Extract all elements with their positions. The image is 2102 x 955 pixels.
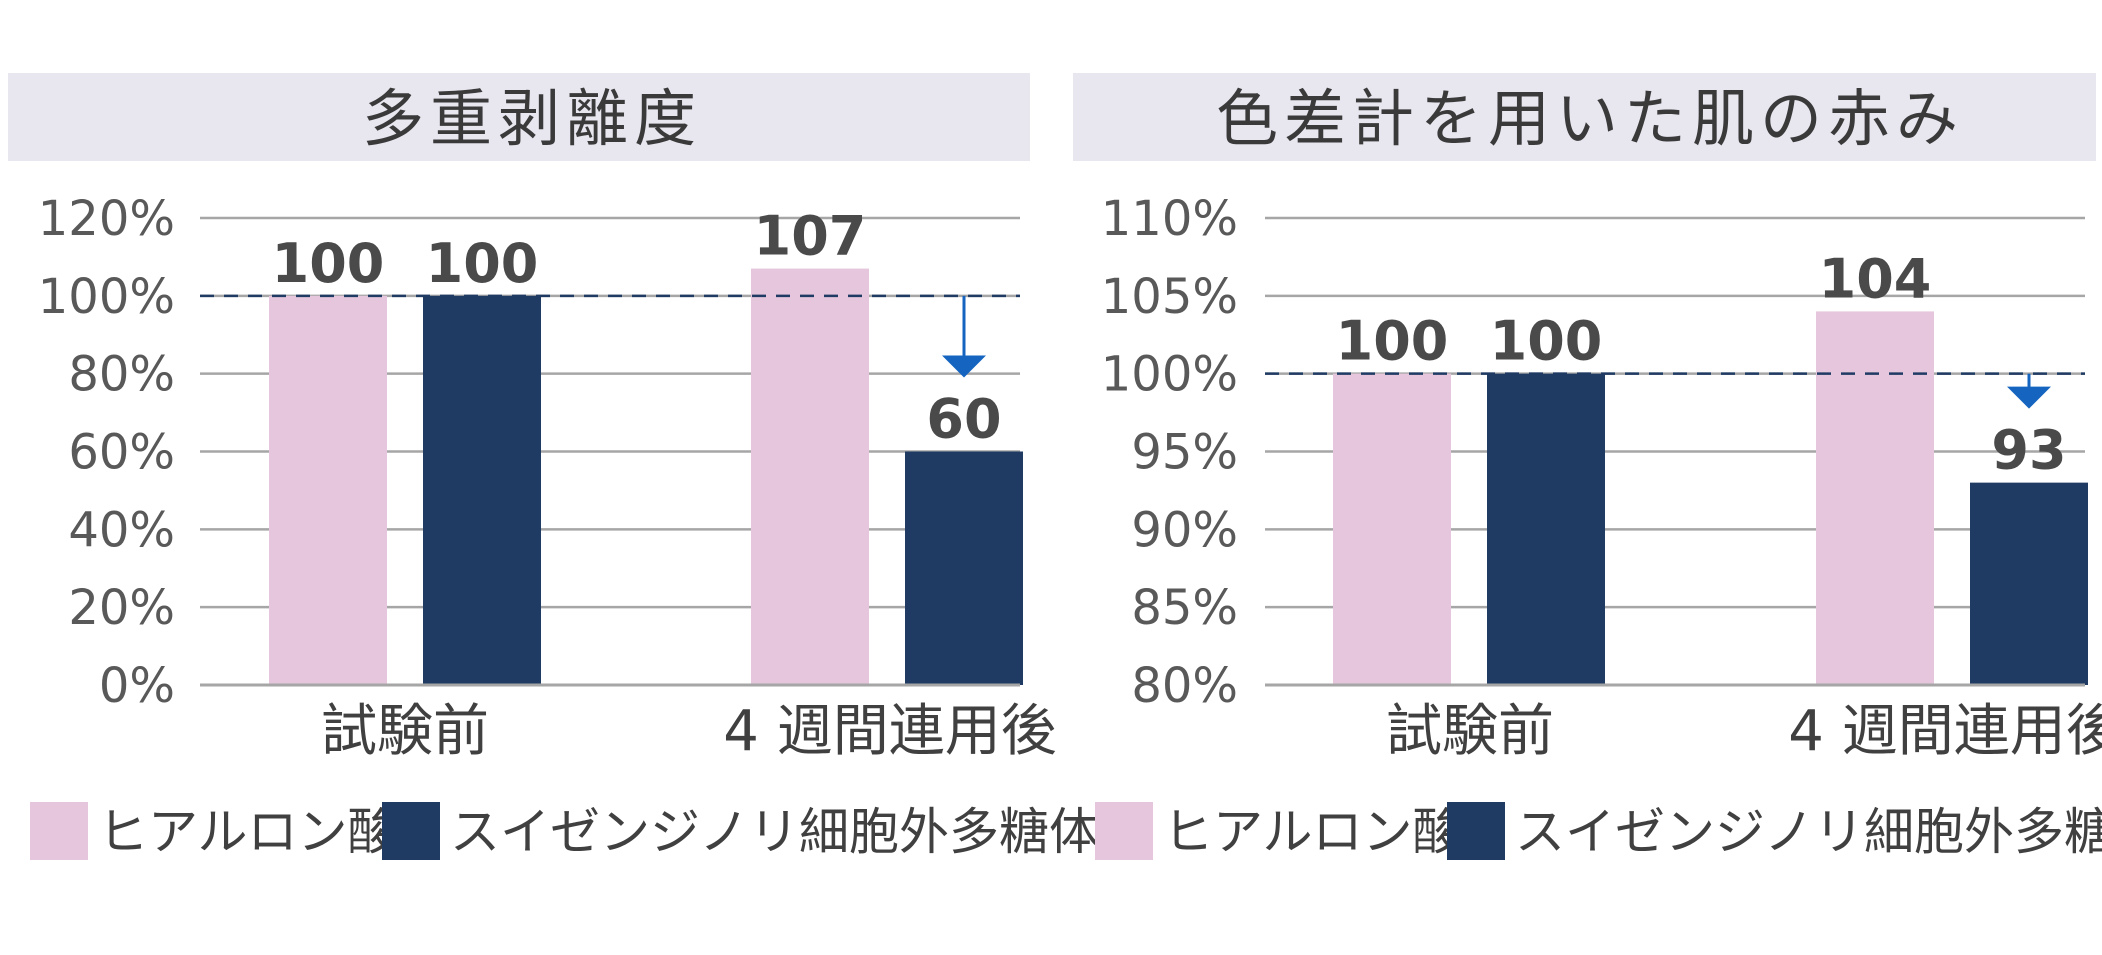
chart-title-band <box>8 73 1030 161</box>
legend-label: ヒアルロン酸 <box>98 803 398 861</box>
category-label: 4 週間連用後 <box>723 699 1056 764</box>
data-label: 100 <box>272 232 385 295</box>
y-tick-label: 90% <box>1131 502 1238 558</box>
legend-swatch-sacran <box>1447 802 1505 860</box>
legend-swatch-hyaluronic-acid <box>30 802 88 860</box>
category-label: 試験前 <box>1386 699 1554 764</box>
y-tick-label: 100% <box>38 269 175 325</box>
chart-title-band <box>1073 73 2096 161</box>
legend-swatch-hyaluronic-acid <box>1095 802 1153 860</box>
y-tick-label: 110% <box>1101 191 1238 247</box>
y-tick-label: 20% <box>68 580 175 636</box>
bar-hyaluronic-acid <box>1333 373 1451 685</box>
y-tick-label: 0% <box>99 658 175 714</box>
y-tick-label: 120% <box>38 191 175 247</box>
legend-swatch-sacran <box>382 802 440 860</box>
legend-label: ヒアルロン酸 <box>1163 803 1463 861</box>
legend-label: スイゼンジノリ細胞外多糖体 <box>1515 803 2102 861</box>
y-tick-label: 100% <box>1101 347 1238 403</box>
data-label: 104 <box>1819 247 1932 310</box>
data-label: 107 <box>754 205 867 268</box>
bar-sacran <box>905 451 1023 685</box>
category-label: 試験前 <box>321 699 489 764</box>
bar-hyaluronic-acid <box>269 295 387 685</box>
chart-title: 色差計を用いた肌の赤み <box>1216 82 1964 155</box>
data-label: 93 <box>1991 419 2066 482</box>
bar-sacran <box>1487 373 1605 685</box>
bar-hyaluronic-acid <box>1816 311 1934 685</box>
chart-title: 多重剥離度 <box>362 82 702 155</box>
y-tick-label: 85% <box>1131 580 1238 636</box>
y-tick-label: 95% <box>1131 425 1238 481</box>
y-tick-label: 40% <box>68 502 175 558</box>
y-tick-label: 80% <box>1131 658 1238 714</box>
data-label: 100 <box>426 232 539 295</box>
bar-sacran <box>1970 482 2088 685</box>
data-label: 100 <box>1336 310 1449 373</box>
category-label: 4 週間連用後 <box>1788 699 2102 764</box>
data-label: 100 <box>1490 310 1603 373</box>
data-label: 60 <box>926 388 1001 451</box>
y-tick-label: 60% <box>68 425 175 481</box>
legend-label: スイゼンジノリ細胞外多糖体 <box>450 803 1099 861</box>
bar-sacran <box>423 295 541 685</box>
y-tick-label: 105% <box>1101 269 1238 325</box>
y-tick-label: 80% <box>68 347 175 403</box>
decrease-arrow-head-icon <box>2007 386 2051 409</box>
decrease-arrow-head-icon <box>942 355 986 378</box>
bar-hyaluronic-acid <box>751 268 869 685</box>
